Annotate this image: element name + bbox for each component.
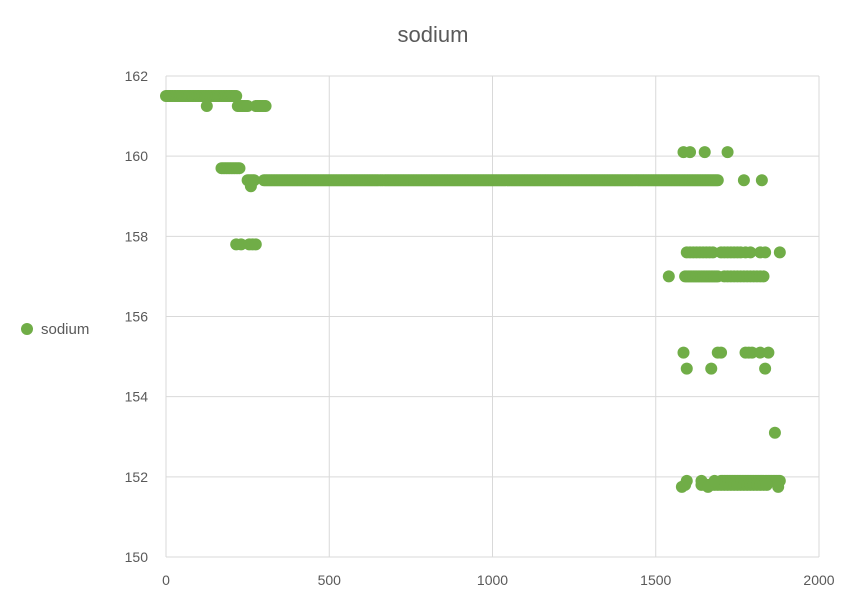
data-point	[715, 346, 728, 359]
y-tick-label: 156	[125, 309, 149, 325]
data-point	[684, 146, 697, 159]
y-tick-label: 154	[125, 389, 149, 405]
data-point	[755, 174, 768, 187]
legend: sodium	[21, 321, 89, 338]
data-point	[721, 146, 734, 159]
data-point	[230, 90, 243, 103]
sodium-series-points	[160, 90, 786, 493]
data-point	[259, 100, 272, 113]
data-point	[677, 346, 690, 359]
data-point	[757, 270, 770, 283]
data-point	[762, 346, 775, 359]
x-tick-label: 2000	[803, 572, 834, 588]
data-point	[244, 180, 257, 193]
y-axis-tick-labels: 150 152 154 156 158 160 162	[125, 68, 149, 565]
y-tick-label: 162	[125, 68, 149, 84]
data-point	[759, 362, 772, 375]
data-point	[711, 174, 724, 187]
x-tick-label: 1000	[477, 572, 508, 588]
data-point	[249, 238, 262, 251]
data-point	[768, 426, 781, 439]
x-tick-label: 1500	[640, 572, 671, 588]
chart-title: sodium	[398, 22, 469, 47]
x-tick-label: 500	[318, 572, 342, 588]
legend-label-sodium: sodium	[41, 321, 89, 338]
data-point	[680, 362, 693, 375]
data-point	[737, 174, 750, 187]
x-axis-tick-labels: 0 500 1000 1500 2000	[162, 572, 835, 588]
data-point	[680, 474, 693, 487]
data-point	[662, 270, 675, 283]
data-point	[705, 362, 718, 375]
data-point	[759, 246, 772, 259]
x-tick-label: 0	[162, 572, 170, 588]
data-point	[760, 478, 773, 491]
data-point	[200, 100, 213, 113]
data-point	[698, 146, 711, 159]
legend-marker	[21, 323, 33, 335]
y-tick-label: 152	[125, 469, 149, 485]
y-tick-label: 150	[125, 549, 149, 565]
data-point	[708, 474, 721, 487]
gridlines	[165, 75, 820, 558]
data-point	[233, 162, 246, 175]
data-point	[773, 246, 786, 259]
y-tick-label: 158	[125, 228, 149, 244]
y-tick-label: 160	[125, 148, 149, 164]
data-point	[772, 480, 785, 493]
data-point	[744, 246, 757, 259]
